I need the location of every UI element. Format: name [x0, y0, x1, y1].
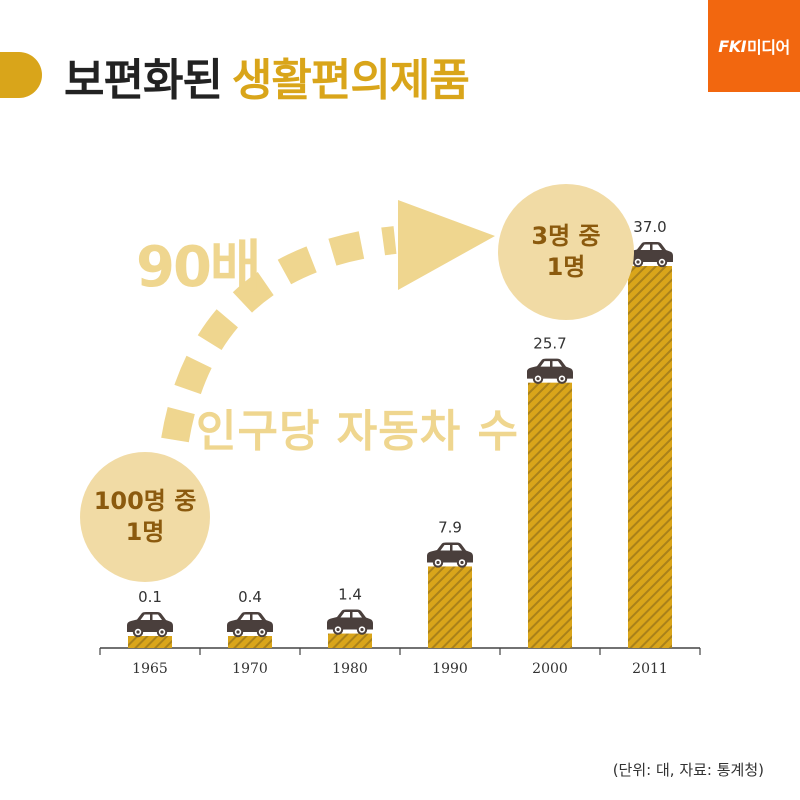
dashed-arrow-icon: [161, 200, 495, 443]
bar: [228, 636, 272, 648]
data-label: 0.1: [138, 588, 162, 606]
car-icon: [327, 609, 373, 635]
title-highlight: 생활편의제품: [231, 55, 470, 106]
data-label: 0.4: [238, 588, 262, 606]
car-icon: [227, 612, 273, 638]
start-ratio-text: 100명 중 1명: [93, 486, 197, 546]
x-tick-label: 1980: [332, 661, 368, 677]
data-label: 37.0: [633, 218, 666, 236]
data-label: 25.7: [533, 335, 566, 353]
multiplier-annotation: 90배: [136, 235, 261, 300]
end-ratio-text: 3명 중 1명: [531, 221, 601, 281]
brand-logo: FKI 미디어: [708, 0, 800, 92]
logo-media: 미디어: [747, 38, 790, 57]
start-ratio-circle: 100명 중 1명: [80, 452, 210, 582]
x-tick-label: 2000: [532, 661, 568, 677]
bar: [628, 266, 672, 648]
page-title: 보편화된 생활편의제품: [64, 44, 470, 108]
x-tick-label: 1970: [232, 661, 268, 677]
car-icon: [427, 542, 473, 568]
source-footnote: (단위: 대, 자료: 통계청): [612, 761, 764, 779]
x-tick-label: 2011: [632, 661, 668, 677]
car-icon: [527, 358, 573, 384]
data-label: 1.4: [338, 586, 362, 604]
x-tick-label: 1990: [432, 661, 468, 677]
data-label: 7.9: [438, 518, 462, 536]
x-tick-label: 1965: [132, 661, 168, 677]
logo-brand: FKI: [718, 36, 747, 56]
bar: [128, 636, 172, 648]
bar: [528, 382, 572, 648]
end-ratio-circle: 3명 중 1명: [498, 184, 634, 320]
title-normal: 보편화된: [64, 55, 223, 106]
subject-annotation: 인구당 자동차 수: [196, 406, 519, 457]
title-tab-marker: [0, 52, 42, 98]
bar: [428, 566, 472, 648]
car-icon: [127, 612, 173, 638]
bar: [328, 633, 372, 648]
